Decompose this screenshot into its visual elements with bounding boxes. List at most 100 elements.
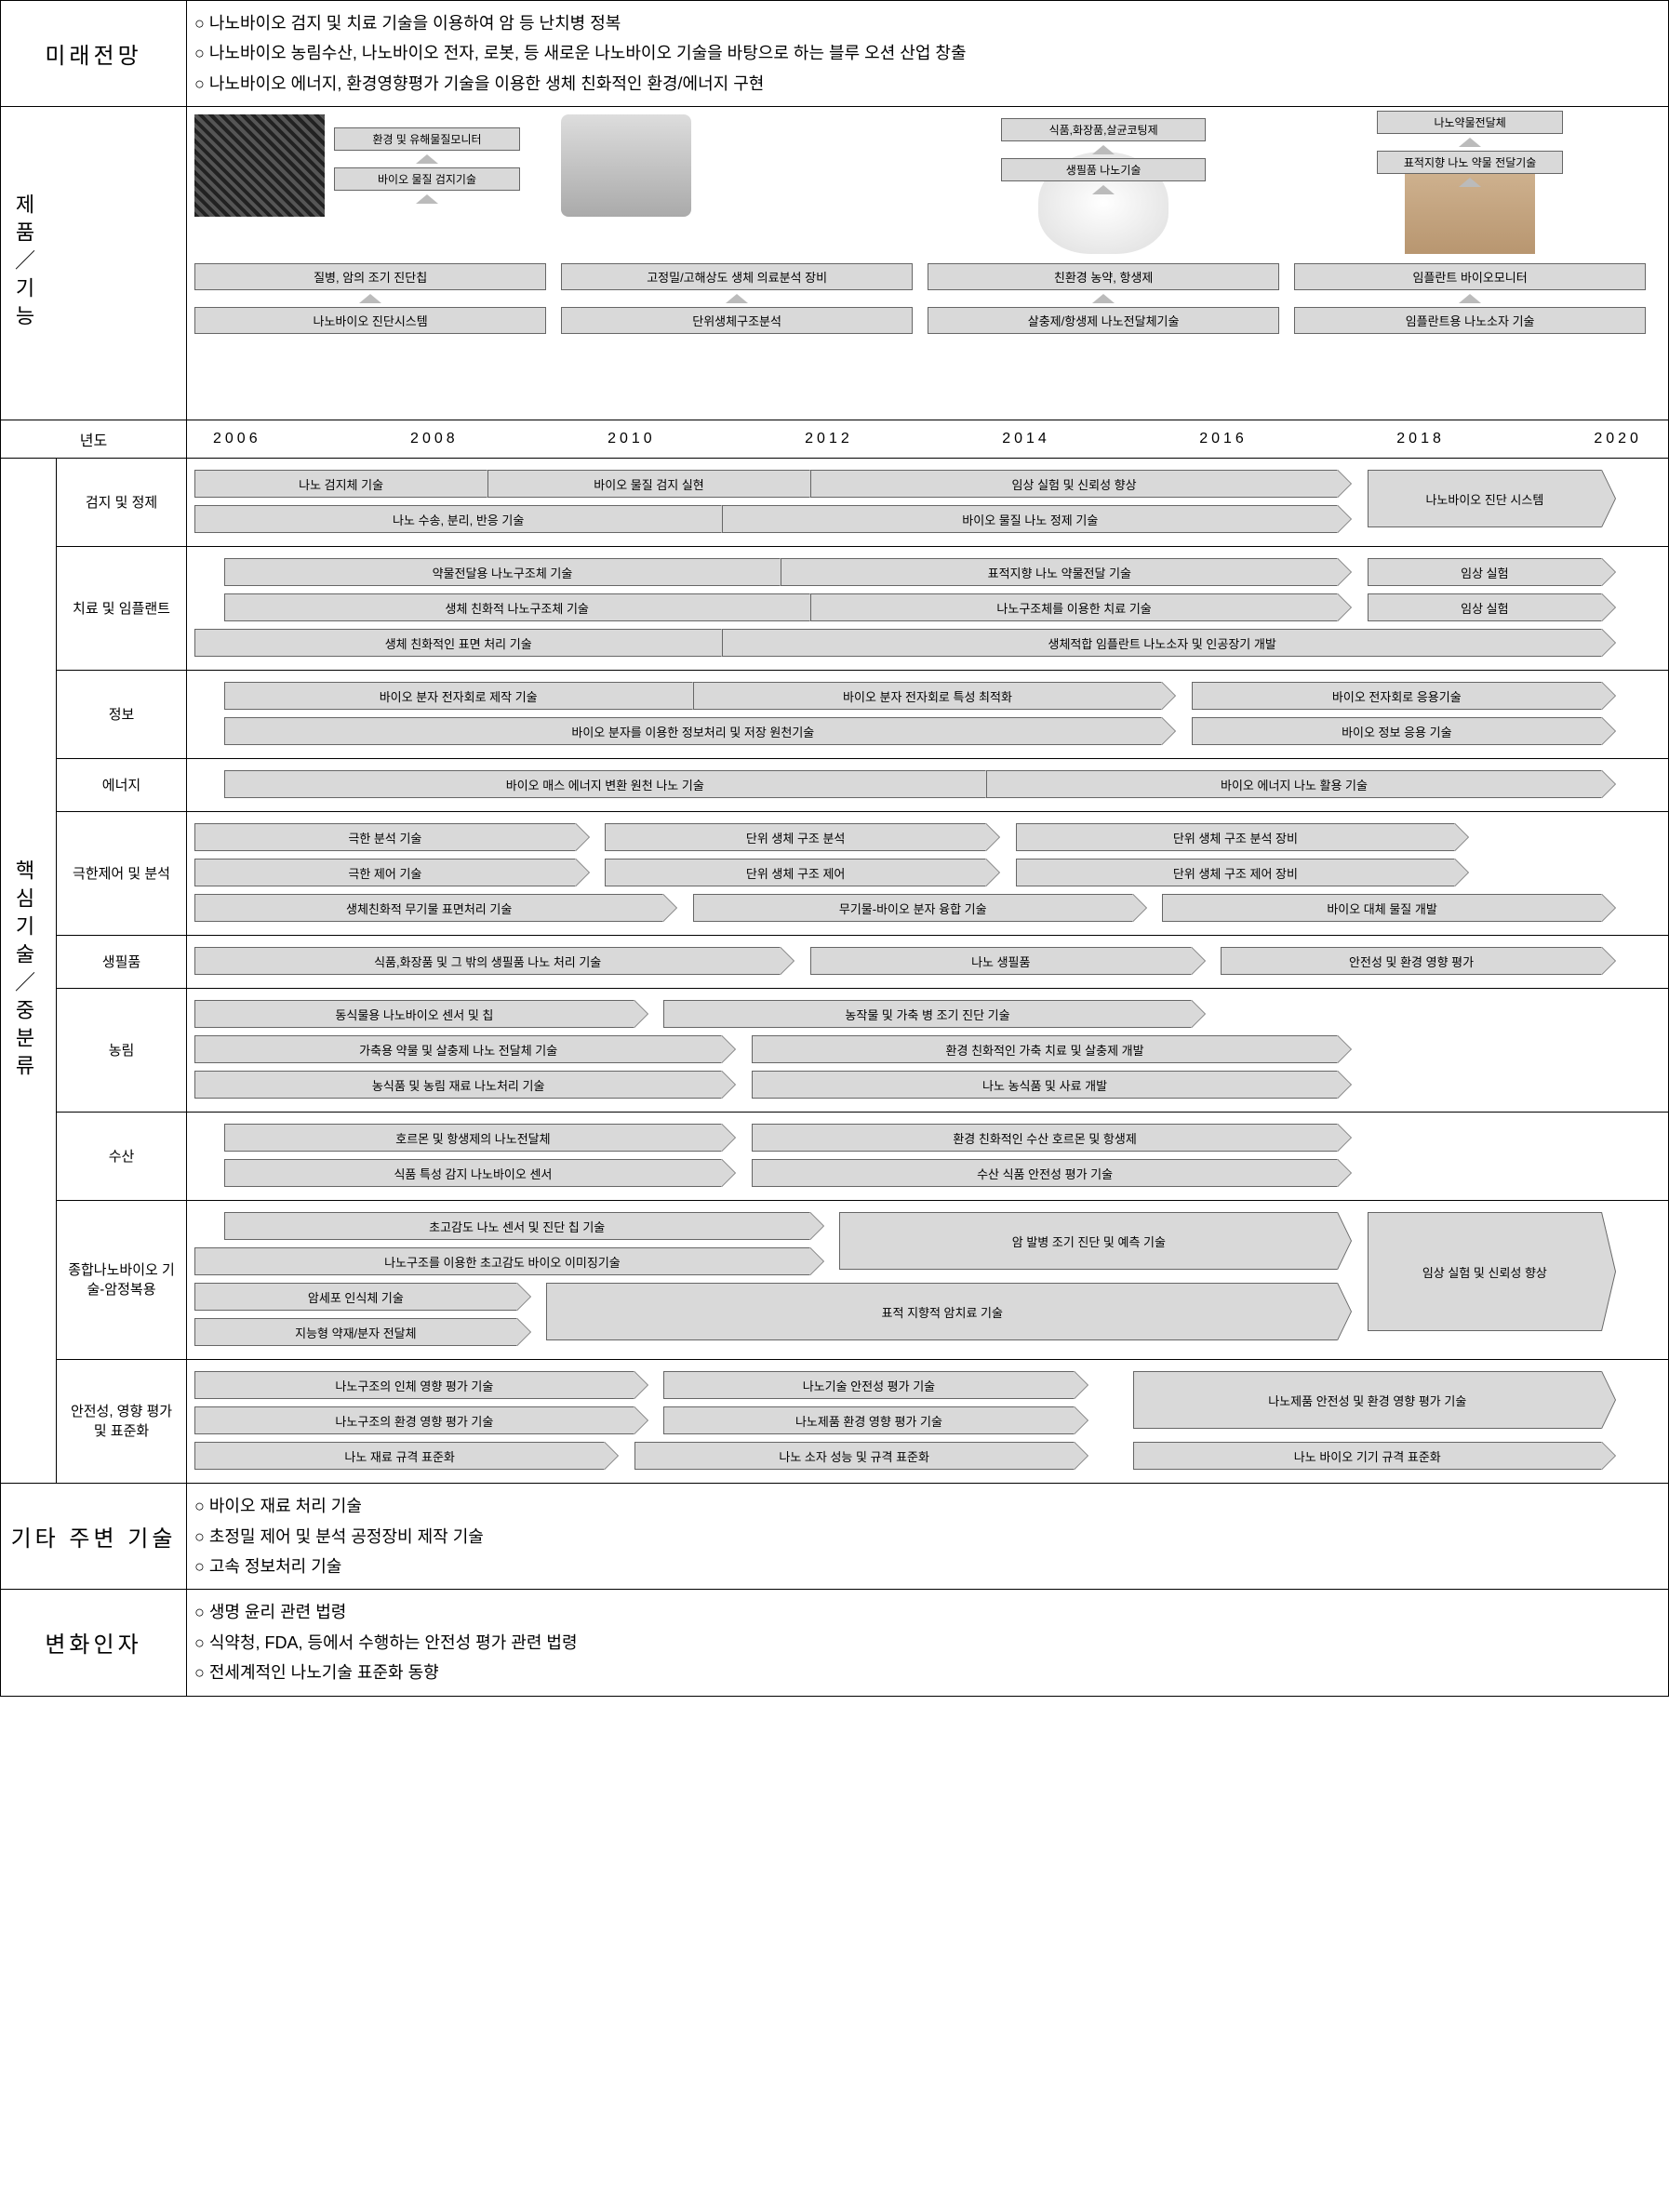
roadmap-arrow-box: 나노 소자 성능 및 규격 표준화 [634,1442,1075,1470]
product-column: 식품,화장품,살균코팅제생필품 나노기술친환경 농약, 항생제살충제/항생제 나… [928,114,1279,412]
core-title: 핵심기술／중분류 [1,459,57,1484]
category-content: 나노구조의 인체 영향 평가 기술나노기술 안전성 평가 기술나노제품 안전성 … [187,1360,1669,1484]
roadmap-row: 생체친화적 무기물 표면처리 기술무기물-바이오 분자 융합 기술바이오 대체 … [194,892,1661,926]
bullet-item: 바이오 재료 처리 기술 [194,1491,1661,1521]
bullet-item: 전세계적인 나노기술 표준화 동향 [194,1658,1661,1687]
roadmap-arrow-box: 생체 친화적 나노구조체 기술 [224,593,810,621]
roadmap-row: 가축용 약물 및 살충제 나노 전달체 기술환경 친화적인 가축 치료 및 살충… [194,1033,1661,1067]
roadmap-arrow-box: 바이오 정보 응용 기술 [1192,717,1602,745]
product-top-label: 나노약물전달체 [1377,111,1563,134]
category-label: 에너지 [57,759,187,812]
other-tech-title: 기타 주변 기술 [1,1484,187,1590]
roadmap-arrow-box: 식품 특성 감지 나노바이오 센서 [224,1159,723,1187]
product-column: 고정밀/고해상도 생체 의료분석 장비단위생체구조분석 [561,114,913,412]
roadmap-row: 호르몬 및 항생제의 나노전달체환경 친화적인 수산 호르몬 및 항생제 [194,1122,1661,1155]
category-content: 약물전달용 나노구조체 기술표적지향 나노 약물전달 기술임상 실험생체 친화적… [187,547,1669,671]
roadmap-arrow-box: 환경 친화적인 수산 호르몬 및 항생제 [752,1124,1338,1152]
roadmap-row: 극한 제어 기술단위 생체 구조 제어단위 생체 구조 제어 장비 [194,857,1661,890]
year-value: 2018 [1396,431,1445,447]
roadmap-row: 나노구조를 이용한 초고감도 바이오 이미징기술 [194,1246,1661,1279]
roadmap-arrow-box: 바이오 물질 나노 정제 기술 [722,505,1338,533]
product-bottom-label: 나노바이오 진단시스템 [194,307,546,334]
category-content: 바이오 매스 에너지 변환 원천 나노 기술바이오 에너지 나노 활용 기술 [187,759,1669,812]
products-content: 환경 및 유해물질모니터바이오 물질 검지기술질병, 암의 조기 진단칩나노바이… [187,107,1669,420]
year-values: 20062008201020122014201620182020 [187,420,1669,459]
roadmap-table: 미래전망 나노바이오 검지 및 치료 기술을 이용하여 암 등 난치병 정복나노… [0,0,1669,1697]
year-value: 2012 [805,431,853,447]
category-label: 수산 [57,1113,187,1201]
roadmap-row: 바이오 매스 에너지 변환 원천 나노 기술바이오 에너지 나노 활용 기술 [194,768,1661,802]
roadmap-row: 극한 분석 기술단위 생체 구조 분석단위 생체 구조 분석 장비 [194,821,1661,855]
product-bottom-label: 단위생체구조분석 [561,307,913,334]
bullet-item: 나노바이오 검지 및 치료 기술을 이용하여 암 등 난치병 정복 [194,8,1661,38]
roadmap-arrow-box: 초고감도 나노 센서 및 진단 칩 기술 [224,1212,810,1240]
roadmap-arrow-box: 나노기술 안전성 평가 기술 [663,1371,1074,1399]
roadmap-arrow-box: 임상 실험 [1368,593,1602,621]
bullet-item: 초정밀 제어 및 분석 공정장비 제작 기술 [194,1522,1661,1552]
roadmap-row: 농식품 및 농림 재료 나노처리 기술나노 농식품 및 사료 개발 [194,1069,1661,1102]
roadmap-arrow-box: 임상 실험 및 신뢰성 향상 [810,470,1338,498]
roadmap-arrow-box: 바이오 매스 에너지 변환 원천 나노 기술 [224,770,987,798]
roadmap-row: 약물전달용 나노구조체 기술표적지향 나노 약물전달 기술임상 실험 [194,556,1661,590]
bullet-item: 생명 윤리 관련 법령 [194,1597,1661,1627]
product-mid-label: 고정밀/고해상도 생체 의료분석 장비 [561,263,913,290]
products-title: 제품／기능 [1,107,187,420]
roadmap-row: 식품 특성 감지 나노바이오 센서수산 식품 안전성 평가 기술 [194,1157,1661,1191]
roadmap-arrow-box: 바이오 물질 검지 실현 [487,470,810,498]
roadmap-row: 나노 수송, 분리, 반응 기술바이오 물질 나노 정제 기술 [194,503,1661,537]
up-arrow-icon [1092,185,1115,194]
year-label: 년도 [1,420,187,459]
roadmap-arrow-box: 바이오 전자회로 응용기술 [1192,682,1602,710]
product-top-label: 표적지향 나노 약물 전달기술 [1377,151,1563,174]
bullet-item: 고속 정보처리 기술 [194,1552,1661,1581]
roadmap-arrow-box: 식품,화장품 및 그 밖의 생필품 나노 처리 기술 [194,947,781,975]
roadmap-row: 바이오 분자를 이용한 정보처리 및 저장 원천기술바이오 정보 응용 기술 [194,715,1661,749]
roadmap-arrow-box: 생체적합 임플란트 나노소자 및 인공장기 개발 [722,629,1602,657]
category-label: 치료 및 임플랜트 [57,547,187,671]
roadmap-arrow-box: 생체친화적 무기물 표면처리 기술 [194,894,663,922]
factors-title: 변화인자 [1,1590,187,1696]
roadmap-arrow-box: 환경 친화적인 가축 치료 및 살충제 개발 [752,1035,1338,1063]
roadmap-arrow-box: 단위 생체 구조 제어 장비 [1016,859,1456,886]
roadmap-arrow-box: 극한 분석 기술 [194,823,576,851]
year-value: 2006 [213,431,261,447]
up-arrow-icon [1092,145,1115,154]
roadmap-row: 지능형 약재/분자 전달체 [194,1316,1661,1350]
roadmap-arrow-box: 나노구조의 환경 영향 평가 기술 [194,1406,634,1434]
roadmap-row: 생체 친화적 나노구조체 기술나노구조체를 이용한 치료 기술 임상 실험 [194,592,1661,625]
category-label: 안전성, 영향 평가 및 표준화 [57,1360,187,1484]
roadmap-arrow-box: 나노구조체를 이용한 치료 기술 [810,593,1338,621]
category-content: 극한 분석 기술단위 생체 구조 분석단위 생체 구조 분석 장비극한 제어 기… [187,812,1669,936]
category-content: 동식물용 나노바이오 센서 및 칩농작물 및 가축 병 조기 진단 기술가축용 … [187,989,1669,1113]
roadmap-arrow-box: 단위 생체 구조 분석 장비 [1016,823,1456,851]
roadmap-arrow-box: 나노 생필품 [810,947,1192,975]
product-column: 나노약물전달체표적지향 나노 약물 전달기술임플란트 바이오모니터임플란트용 나… [1294,114,1646,412]
roadmap-arrow-box: 단위 생체 구조 제어 [605,859,986,886]
future-title: 미래전망 [1,1,187,107]
roadmap-arrow-box: 바이오 분자 전자회로 제작 기술 [224,682,693,710]
up-arrow-icon [416,194,438,204]
year-value: 2010 [608,431,656,447]
product-image [561,114,691,217]
roadmap-arrow-box: 나노제품 환경 영향 평가 기술 [663,1406,1074,1434]
roadmap-arrow-box: 바이오 에너지 나노 활용 기술 [986,770,1602,798]
roadmap-row: 나노구조의 인체 영향 평가 기술나노기술 안전성 평가 기술나노제품 안전성 … [194,1369,1661,1403]
roadmap-arrow-box: 나노 수송, 분리, 반응 기술 [194,505,722,533]
category-content: 바이오 분자 전자회로 제작 기술바이오 분자 전자회로 특성 최적화 바이오 전… [187,671,1669,759]
factors-content: 생명 윤리 관련 법령식약청, FDA, 등에서 수행하는 안전성 평가 관련 … [187,1590,1669,1696]
roadmap-arrow-box: 바이오 대체 물질 개발 [1162,894,1602,922]
roadmap-arrow-box: 나노 농식품 및 사료 개발 [752,1071,1338,1099]
product-top-label: 식품,화장품,살균코팅제 [1001,118,1206,141]
up-arrow-icon [1459,294,1481,303]
product-top-label: 환경 및 유해물질모니터 [334,127,520,151]
roadmap-arrow-box: 바이오 분자 전자회로 특성 최적화 [693,682,1162,710]
up-arrow-icon [359,294,381,303]
roadmap-arrow-box: 표적지향 나노 약물전달 기술 [781,558,1338,586]
roadmap-arrow-box: 나노구조를 이용한 초고감도 바이오 이미징기술 [194,1247,810,1275]
category-content: 호르몬 및 항생제의 나노전달체환경 친화적인 수산 호르몬 및 항생제식품 특… [187,1113,1669,1201]
product-column: 환경 및 유해물질모니터바이오 물질 검지기술질병, 암의 조기 진단칩나노바이… [194,114,546,412]
year-value: 2014 [1002,431,1050,447]
category-label: 극한제어 및 분석 [57,812,187,936]
category-label: 검지 및 정제 [57,459,187,547]
category-label: 생필품 [57,936,187,989]
